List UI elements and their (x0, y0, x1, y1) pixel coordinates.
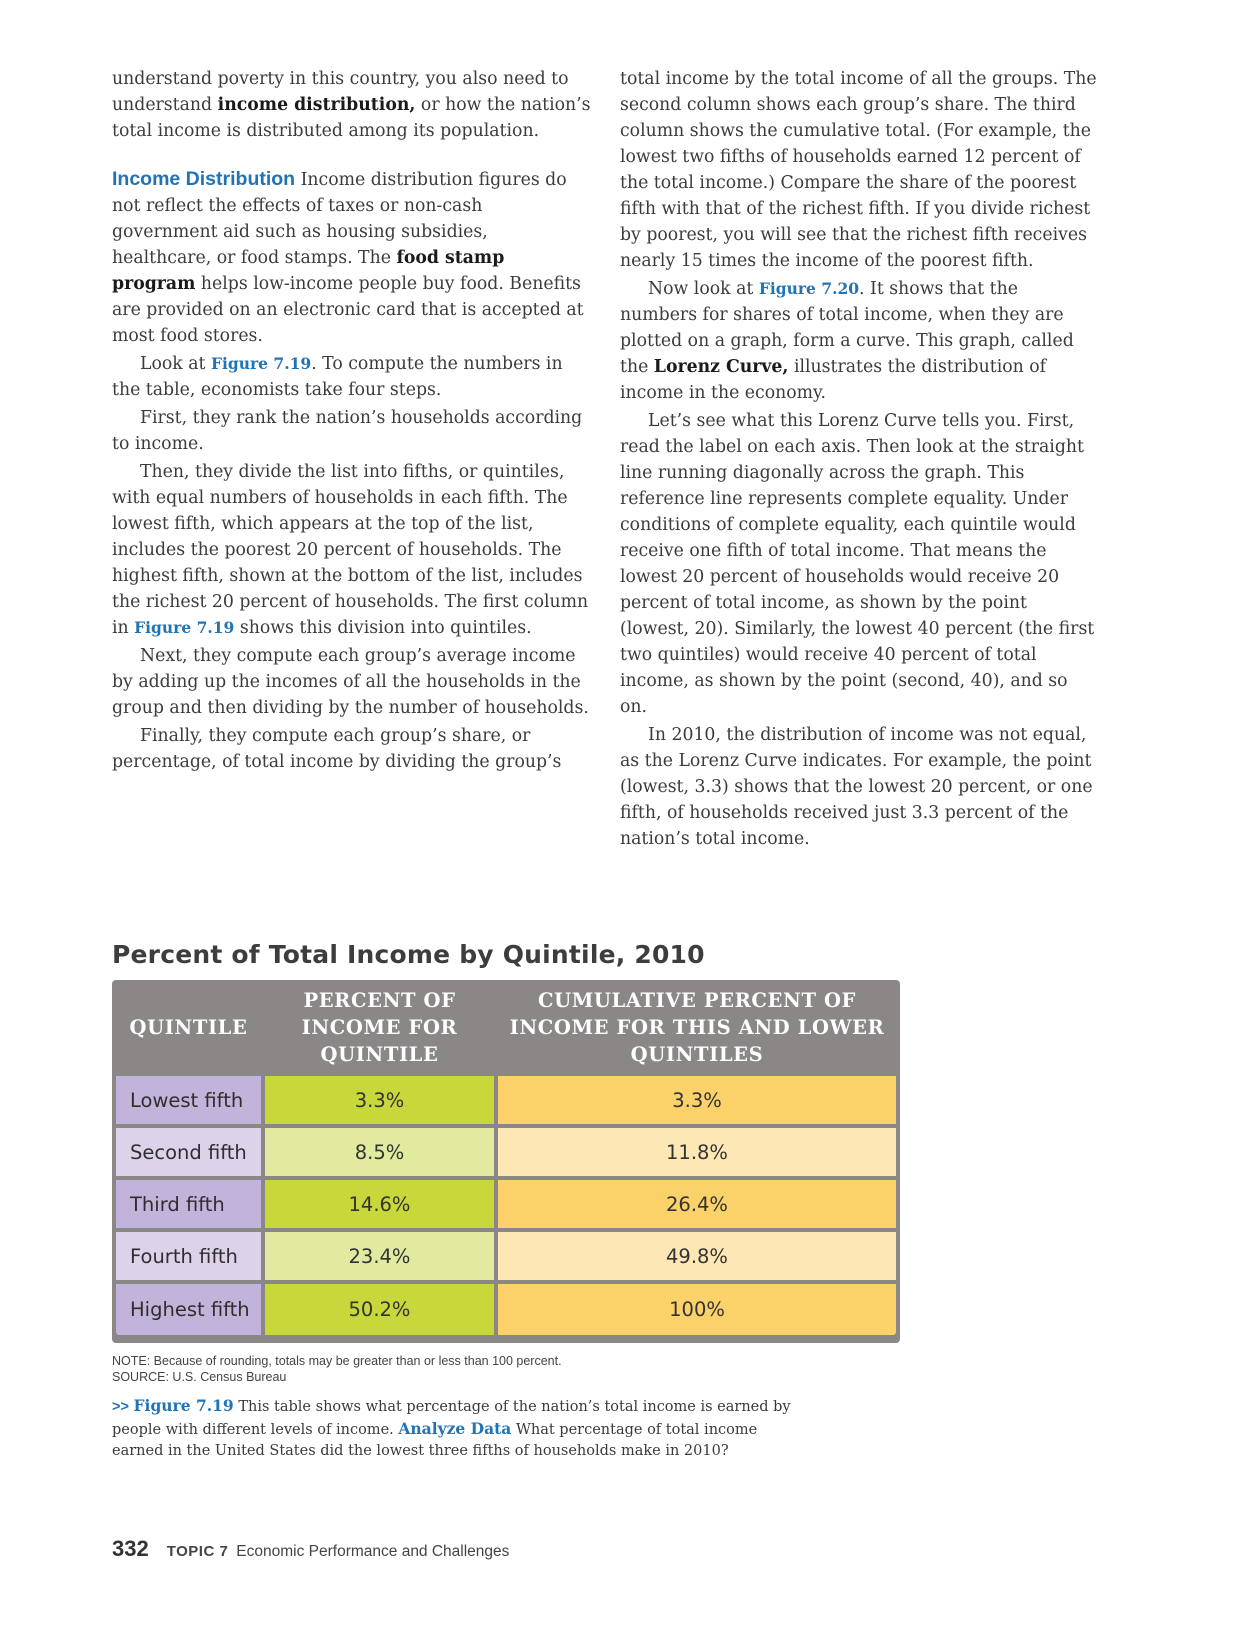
row-label-highest-fifth: Highest fifth (116, 1284, 261, 1335)
percent-cell: 3.3% (265, 1076, 494, 1124)
figure-link[interactable]: Figure 7.19 (211, 354, 312, 373)
page-footer: 332 TOPIC 7 Economic Performance and Cha… (112, 1536, 509, 1562)
page-number: 332 (112, 1536, 149, 1561)
figure-link[interactable]: Figure 7.19 (133, 1396, 234, 1415)
table-note: NOTE: Because of rounding, totals may be… (112, 1353, 812, 1385)
table-title: Percent of Total Income by Quintile, 201… (112, 940, 705, 969)
figure-link[interactable]: Figure 7.19 (134, 618, 235, 637)
right-text-column: total income by the total income of all … (620, 66, 1100, 854)
key-term: food stamp program (112, 248, 505, 294)
paragraph: Now look at Figure 7.20. It shows that t… (620, 279, 1074, 403)
topic-label: TOPIC 7 (166, 1543, 229, 1560)
paragraph: Look at Figure 7.19. To compute the numb… (112, 354, 563, 400)
paragraph: total income by the total income of all … (620, 69, 1097, 271)
cumulative-cell: 49.8% (498, 1232, 896, 1280)
cumulative-cell: 3.3% (498, 1076, 896, 1124)
analyze-data-prompt: Analyze Data (398, 1419, 512, 1438)
percent-cell: 50.2% (265, 1284, 494, 1335)
paragraph: Next, they compute each group’s average … (112, 646, 589, 718)
paragraph: Income Distribution Income distribution … (112, 168, 584, 346)
rounding-note: NOTE: Because of rounding, totals may be… (112, 1354, 562, 1368)
percent-cell: 14.6% (265, 1180, 494, 1228)
paragraph: Finally, they compute each group’s share… (112, 726, 562, 772)
source-line: SOURCE: U.S. Census Bureau (112, 1370, 287, 1384)
column-header-cumulative: CUMULATIVE PERCENT OF INCOME FOR THIS AN… (498, 984, 896, 1070)
column-header-percent: PERCENT OF INCOME FOR QUINTILE (265, 984, 494, 1070)
column-header-quintile: QUINTILE (116, 984, 261, 1070)
caption-arrow: >> (112, 1399, 129, 1415)
topic-title: Economic Performance and Challenges (236, 1543, 510, 1560)
percent-cell: 8.5% (265, 1128, 494, 1176)
figure-link[interactable]: Figure 7.20 (758, 279, 860, 298)
paragraph: First, they rank the nation’s households… (112, 408, 583, 454)
cumulative-cell: 11.8% (498, 1128, 896, 1176)
row-label-lowest-fifth: Lowest fifth (116, 1076, 261, 1124)
row-label-fourth-fifth: Fourth fifth (116, 1232, 261, 1280)
key-term: income distribution, (217, 95, 416, 115)
paragraph: In 2010, the distribution of income was … (620, 725, 1093, 849)
paragraph: Then, they divide the list into fifths, … (112, 462, 589, 638)
paragraph: understand poverty in this country, you … (112, 69, 591, 141)
cumulative-cell: 100% (498, 1284, 896, 1335)
cumulative-cell: 26.4% (498, 1180, 896, 1228)
income-quintile-table: QUINTILE PERCENT OF INCOME FOR QUINTILE … (112, 980, 900, 1343)
left-text-column: understand poverty in this country, you … (112, 66, 592, 777)
key-term: Lorenz Curve, (653, 357, 789, 377)
section-heading: Income Distribution (112, 168, 296, 190)
row-label-second-fifth: Second fifth (116, 1128, 261, 1176)
percent-cell: 23.4% (265, 1232, 494, 1280)
row-label-third-fifth: Third fifth (116, 1180, 261, 1228)
figure-caption: >> Figure 7.19 This table shows what per… (112, 1396, 791, 1459)
paragraph: Let’s see what this Lorenz Curve tells y… (620, 411, 1095, 717)
